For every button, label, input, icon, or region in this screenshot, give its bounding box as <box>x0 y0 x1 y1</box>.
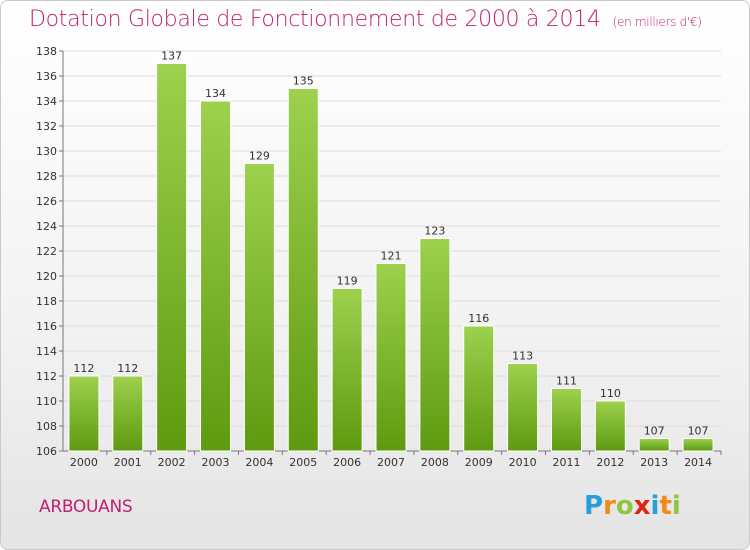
y-tick-label: 110 <box>36 395 57 408</box>
proxiti-logo: Proxiti <box>584 491 681 521</box>
chart-title: Dotation Globale de Fonctionnement de 20… <box>29 7 702 32</box>
bar-2013 <box>638 438 670 452</box>
bar-value-label: 113 <box>512 350 533 363</box>
bar-2002 <box>156 63 188 452</box>
x-tick-label: 2006 <box>333 456 361 469</box>
x-tick-label: 2009 <box>465 456 493 469</box>
y-tick-label: 126 <box>36 195 57 208</box>
y-tick-label: 114 <box>36 345 57 358</box>
x-tick-label: 2005 <box>289 456 317 469</box>
bar-value-label: 116 <box>468 312 489 325</box>
bar-2003 <box>200 100 232 452</box>
x-tick-label: 2013 <box>640 456 668 469</box>
x-tick-label: 2008 <box>421 456 449 469</box>
y-tick-label: 108 <box>36 420 57 433</box>
bar-value-label: 121 <box>381 250 402 263</box>
bar-2006 <box>331 288 363 452</box>
y-tick-label: 106 <box>36 445 57 458</box>
y-tick-label: 122 <box>36 245 57 258</box>
title-text: Dotation Globale de Fonctionnement de 20… <box>29 7 601 32</box>
y-tick-label: 128 <box>36 170 57 183</box>
x-tick-label: 2000 <box>70 456 98 469</box>
bar-value-label: 129 <box>249 150 270 163</box>
bar-2001 <box>112 375 144 452</box>
logo-letter: o <box>615 491 634 521</box>
commune-name: ARBOUANS <box>39 497 133 517</box>
bar-value-label: 134 <box>205 87 226 100</box>
bar-2004 <box>243 163 275 452</box>
bar-value-label: 123 <box>424 225 445 238</box>
y-tick-label: 134 <box>36 95 57 108</box>
y-tick-label: 112 <box>36 370 57 383</box>
bar-2011 <box>550 388 582 452</box>
bar-value-label: 137 <box>161 50 182 63</box>
x-tick-label: 2002 <box>158 456 186 469</box>
logo-letter: i <box>650 491 660 521</box>
bar-2007 <box>375 263 407 452</box>
y-tick-label: 124 <box>36 220 57 233</box>
bar-2010 <box>507 363 539 452</box>
y-tick-label: 132 <box>36 120 57 133</box>
labels: 106 108 110 112 114 116 118 120 122 124 126 128 130 1… <box>36 45 712 469</box>
bar-2008 <box>419 238 451 452</box>
logo-letter: P <box>584 491 604 521</box>
y-tick-label: 120 <box>36 270 57 283</box>
y-tick-label: 118 <box>36 295 57 308</box>
x-tick-label: 2010 <box>509 456 537 469</box>
x-tick-label: 2004 <box>245 456 273 469</box>
logo-letter: r <box>603 491 616 521</box>
x-tick-label: 2014 <box>684 456 712 469</box>
bar-2005 <box>287 88 319 452</box>
bar-2000 <box>68 375 100 452</box>
y-tick-label: 130 <box>36 145 57 158</box>
bar-value-label: 119 <box>337 275 358 288</box>
bar-value-label: 135 <box>293 75 314 88</box>
y-tick-label: 136 <box>36 70 57 83</box>
y-tick-label: 138 <box>36 45 57 58</box>
bar-value-label: 112 <box>73 362 94 375</box>
logo-letter: t <box>659 491 672 521</box>
bar-value-label: 111 <box>556 375 577 388</box>
x-tick-label: 2007 <box>377 456 405 469</box>
x-tick-label: 2001 <box>114 456 142 469</box>
x-tick-label: 2012 <box>596 456 624 469</box>
bar-2012 <box>594 400 626 452</box>
bar-2009 <box>463 325 495 452</box>
bar-value-label: 110 <box>600 387 621 400</box>
bars <box>68 63 714 452</box>
y-tick-label: 116 <box>36 320 57 333</box>
x-tick-label: 2003 <box>202 456 230 469</box>
bar-value-label: 107 <box>644 425 665 438</box>
unit-label: (en milliers d'€) <box>612 15 702 29</box>
bar-value-label: 112 <box>117 362 138 375</box>
bar-2014 <box>682 438 714 452</box>
logo-letter: i <box>671 491 681 521</box>
logo-letter: x <box>633 491 651 521</box>
x-tick-label: 2011 <box>552 456 580 469</box>
bar-value-label: 107 <box>688 425 709 438</box>
